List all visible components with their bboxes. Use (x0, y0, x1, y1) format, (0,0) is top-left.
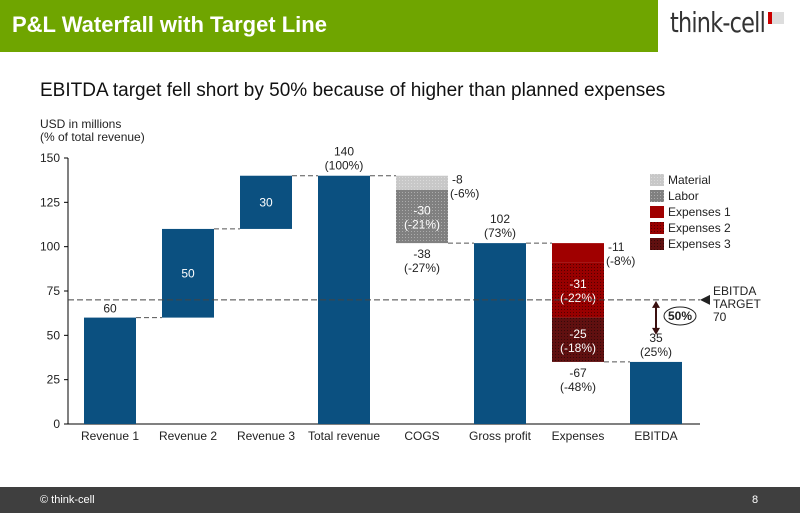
header-bar: P&L Waterfall with Target Line (0, 0, 658, 52)
legend-label: Expenses 2 (668, 221, 731, 235)
total-change-label: (-48%) (560, 380, 596, 394)
y-tick-label: 75 (47, 284, 61, 298)
legend-swatch-texture (650, 238, 664, 250)
legend-label: Labor (668, 189, 699, 203)
bar-segment-texture (396, 175, 448, 190)
x-tick-label: Revenue 2 (159, 429, 217, 443)
footer: © think-cell 8 (0, 487, 800, 513)
segment-label: -31 (569, 277, 587, 291)
waterfall-chart: USD in millions (% of total revenue) 0 25… (40, 117, 761, 443)
y-tick-label: 25 (47, 373, 61, 387)
target-label: TARGET (713, 297, 761, 311)
bar-segment-texture (552, 262, 604, 318)
bar-label: 60 (103, 302, 117, 316)
total-change-label: -67 (569, 366, 587, 380)
legend-swatch-texture (650, 174, 664, 186)
bar-segment-texture (396, 189, 448, 244)
segment-label: (-21%) (404, 218, 440, 232)
gap-arrow-head-icon (652, 327, 660, 335)
y-axis-label-2: (% of total revenue) (40, 130, 145, 144)
legend-swatch-texture (650, 190, 664, 202)
gap-badge (663, 306, 697, 326)
target-label: EBITDA (713, 284, 756, 298)
bar-segment-texture (552, 317, 604, 362)
x-tick-label: Expenses (552, 429, 605, 443)
legend-swatch (650, 206, 664, 218)
y-tick-label: 125 (40, 195, 60, 209)
bar-label: 102 (490, 212, 510, 226)
bar-label: 30 (259, 195, 273, 209)
y-tick-label: 100 (40, 240, 60, 254)
gap-label: 50% (668, 309, 692, 323)
x-tick-label: COGS (404, 429, 439, 443)
x-tick-label: Revenue 1 (81, 429, 139, 443)
y-tick-label: 50 (47, 328, 61, 342)
page-title: P&L Waterfall with Target Line (12, 12, 327, 37)
bar-label: 50 (181, 266, 195, 280)
bar (240, 175, 292, 229)
y-tick-label: 0 (53, 417, 60, 431)
segment-label: (-8%) (606, 254, 635, 268)
x-tick-label: Total revenue (308, 429, 380, 443)
segment-label: (-22%) (560, 291, 596, 305)
total-change-label: -38 (413, 247, 431, 261)
target-arrow-icon (700, 294, 710, 305)
segment-label: -8 (452, 173, 463, 187)
target-label: 70 (713, 310, 727, 324)
gap-arrow-head-icon (652, 300, 660, 308)
x-tick-label: EBITDA (634, 429, 677, 443)
logo-mark-icon (768, 12, 784, 24)
bar-label: 140 (334, 145, 354, 159)
bar-segment (552, 243, 604, 263)
legend-label: Expenses 3 (668, 237, 731, 251)
segment-label: -25 (569, 327, 587, 341)
segment-label: -11 (608, 240, 625, 254)
bar (474, 243, 526, 424)
bar-label: (100%) (325, 159, 364, 173)
legend-swatch-texture (650, 222, 664, 234)
bar-label: (73%) (484, 226, 516, 240)
bar (84, 317, 136, 424)
y-tick-label: 150 (40, 151, 60, 165)
x-tick-label: Revenue 3 (237, 429, 295, 443)
copyright: © think-cell (40, 494, 95, 506)
legend-label: Expenses 1 (668, 205, 731, 219)
total-change-label: (-27%) (404, 261, 440, 275)
bar (162, 228, 214, 318)
page-number: 8 (752, 494, 759, 506)
segment-label: (-18%) (560, 341, 596, 355)
segment-label: -30 (413, 204, 431, 218)
chart-subtitle: EBITDA target fell short by 50% because … (40, 80, 666, 101)
segment-label: (-6%) (450, 187, 479, 201)
bar-label: (25%) (640, 345, 672, 359)
x-tick-label: Gross profit (469, 429, 532, 443)
bar-label: 35 (649, 331, 663, 345)
think-cell-logo: think-cell (670, 6, 766, 39)
legend-label: Material (668, 173, 711, 187)
bar (630, 361, 682, 424)
y-axis-label: USD in millions (40, 117, 121, 131)
